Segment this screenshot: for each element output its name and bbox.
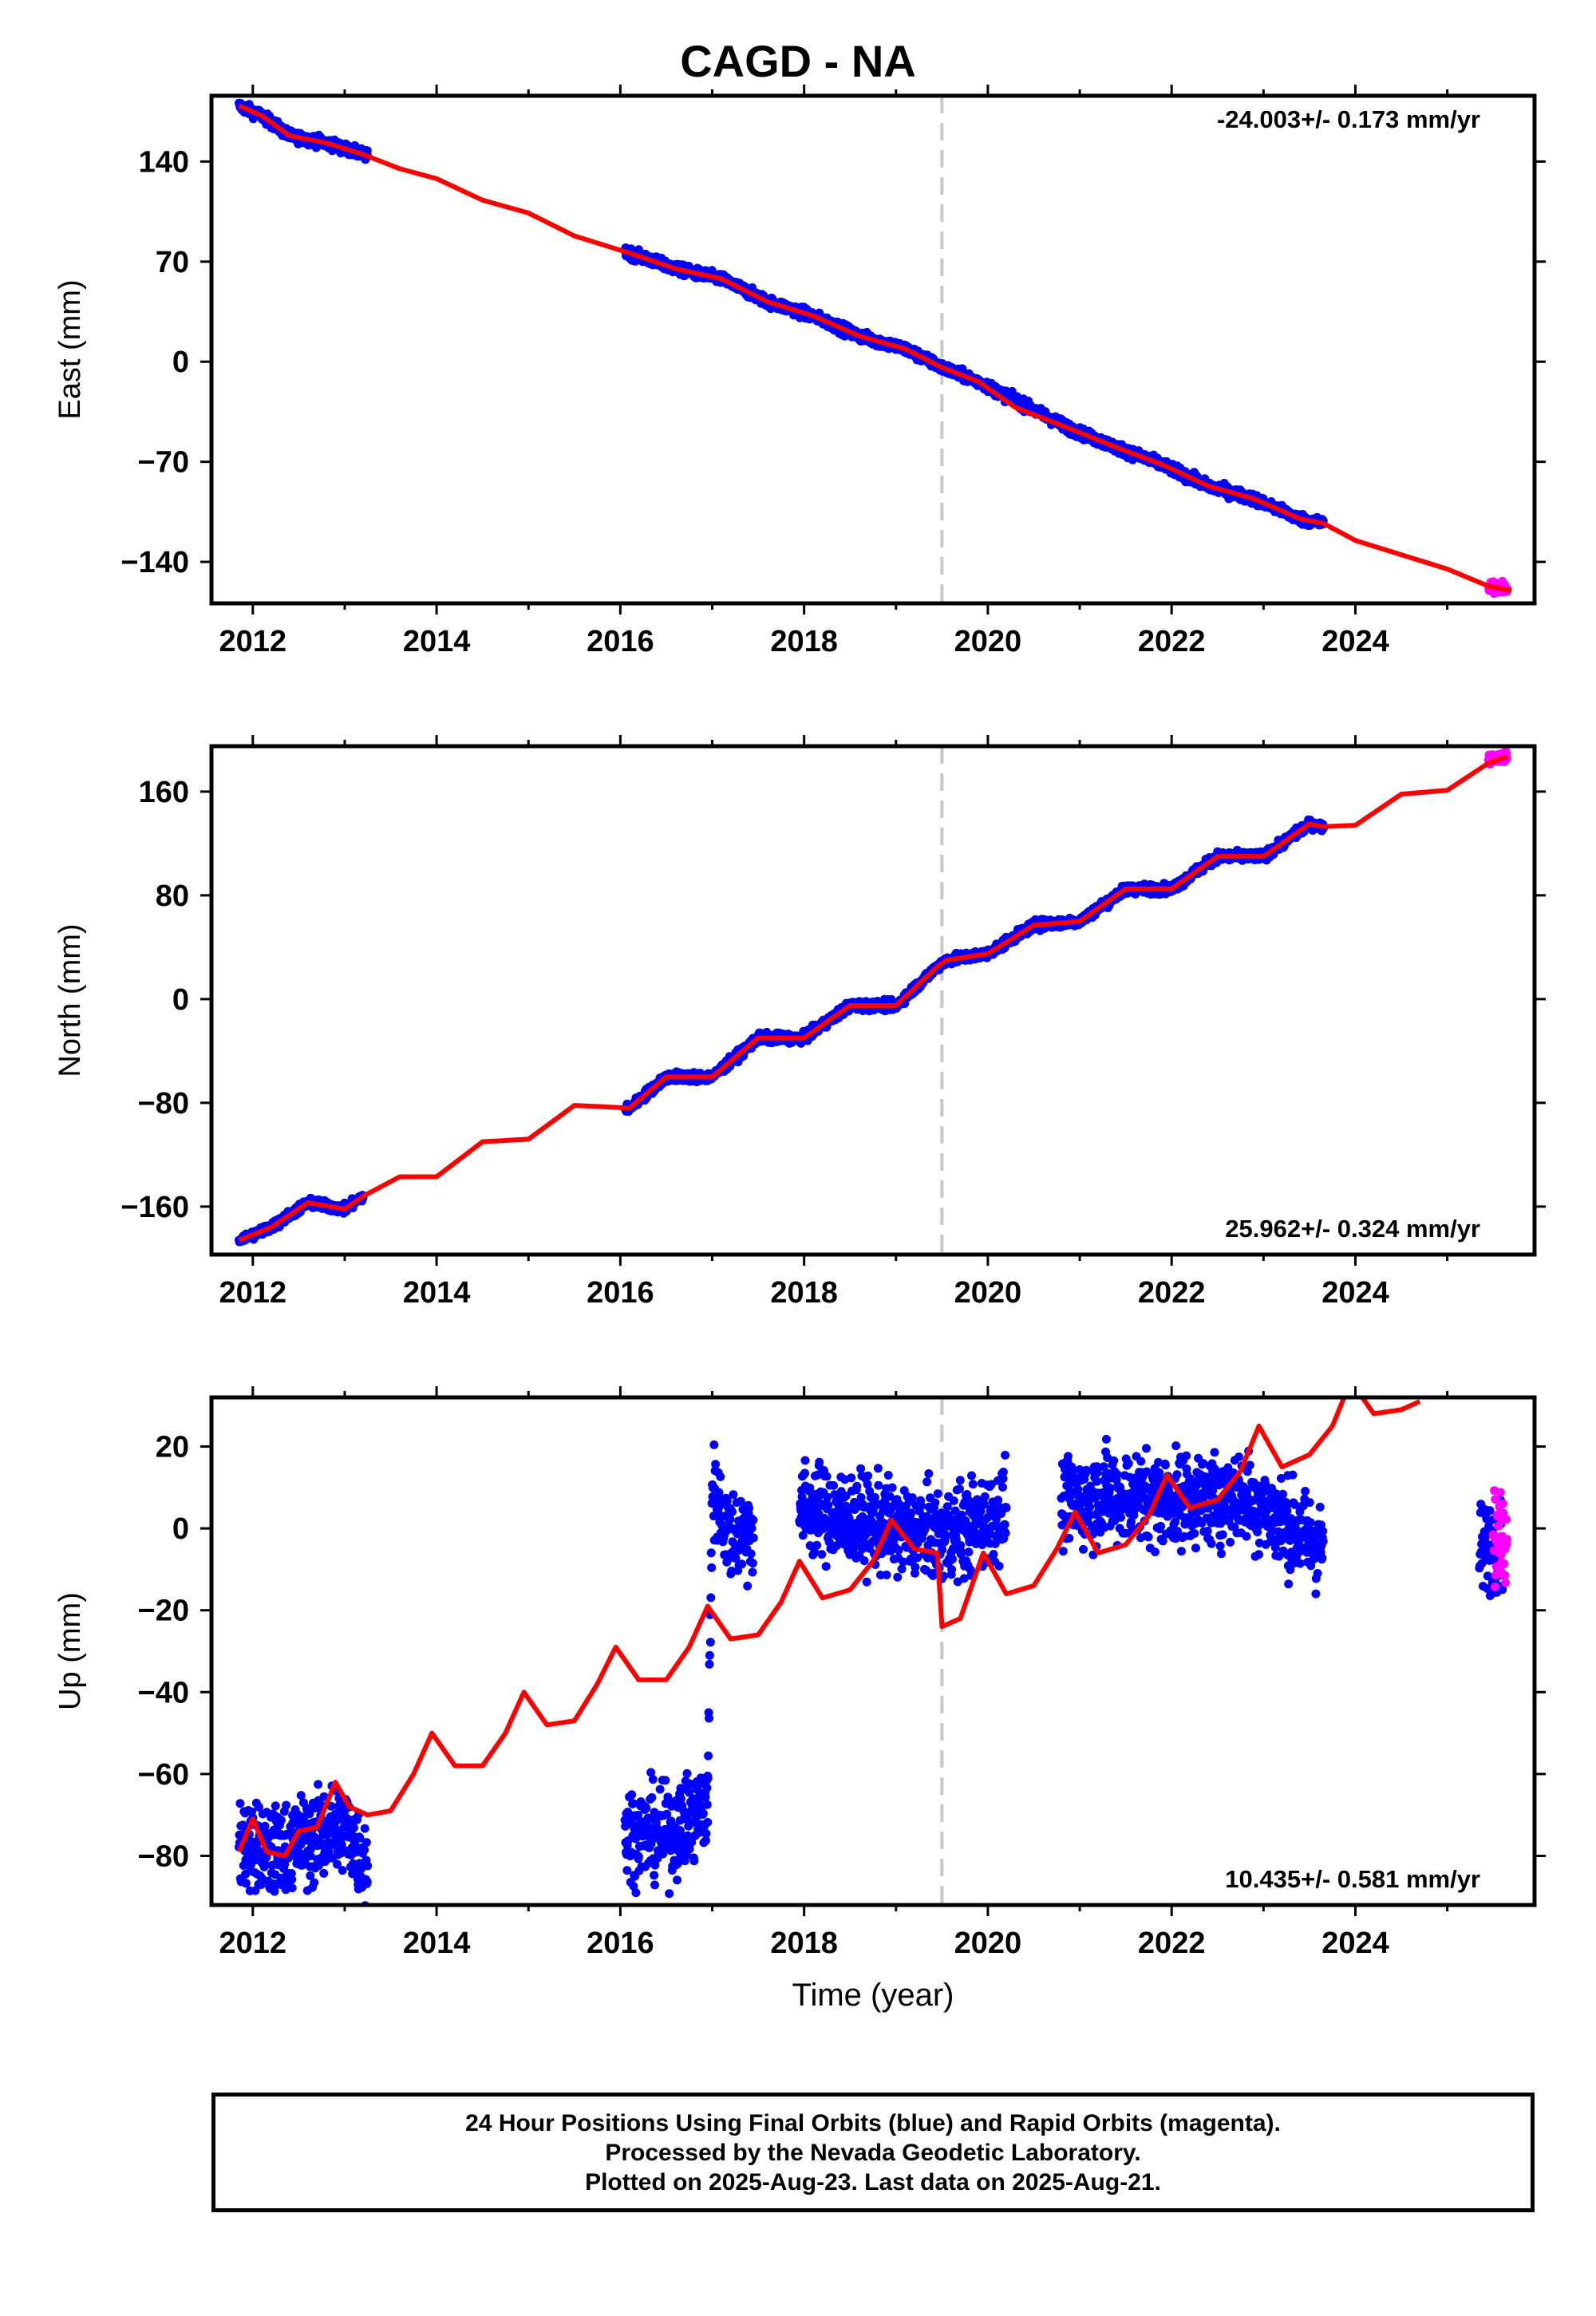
north-x-tick-label: 2018 [770,1276,838,1310]
east-x-tick-label: 2016 [587,625,654,658]
north-y-tick-label: −80 [138,1087,189,1120]
up-point [256,1880,266,1890]
up-point [276,1816,286,1825]
east-y-axis-label: East (mm) [53,279,87,419]
east-rate-label: -24.003+/- 0.173 mm/yr [1217,105,1480,133]
figure-title: CAGD - NA [680,36,916,86]
north-y-tick-label: 160 [139,776,189,809]
up-point [271,1801,280,1811]
up-series-final-orbits [235,1434,1507,1915]
north-rate-label: 25.962+/- 0.324 mm/yr [1225,1215,1480,1243]
north-x-tick-label: 2024 [1321,1276,1389,1310]
east-x-tick-label: 2024 [1321,625,1389,658]
north-x-tick-label: 2016 [587,1276,654,1310]
up-point [287,1875,297,1884]
up-point [254,1802,263,1812]
north-y-tick-label: −160 [120,1191,189,1224]
up-point [260,1821,270,1831]
east-y-tick-label: −140 [120,546,189,579]
up-point [282,1800,291,1810]
up-plot-area [235,1397,1511,1915]
north-x-tick-label: 2020 [954,1276,1022,1310]
up-point [241,1879,251,1888]
east-x-tick-label: 2012 [219,625,287,658]
up-point [296,1791,306,1800]
east-y-tick-label: 0 [172,346,189,379]
east-y-tick-label: 70 [156,246,189,279]
north-frame [209,744,1537,1257]
east-plot-area [235,96,1512,603]
north-y-tick-label: 0 [172,983,189,1017]
north-series-final-orbits [235,815,1328,1247]
east-x-tick-label: 2020 [954,625,1022,658]
east-frame [209,93,1537,606]
north-x-tick-label: 2014 [403,1276,471,1310]
up-point [280,1860,290,1869]
north-x-tick-label: 2012 [219,1276,287,1310]
east-y-tick-label: −70 [138,446,189,480]
up-point [261,1860,271,1870]
north-model-line [238,754,1508,1243]
east-x-tick-label: 2022 [1138,625,1206,658]
north-y-axis-label: North (mm) [53,923,87,1077]
east-x-tick-label: 2014 [403,625,471,658]
up-point [278,1906,286,1915]
east-y-tick-label: 140 [139,145,189,179]
up-point [235,1799,245,1808]
up-point [267,1842,276,1852]
north-y-tick-label: 80 [156,879,189,913]
east-chart: 2012 2014 2016 2018 2020 2022 2024 140 70 0 −70 −14… [53,85,1546,658]
up-point [287,1883,297,1893]
up-point [270,1887,279,1896]
east-x-tick-label: 2018 [770,625,838,658]
north-x-tick-label: 2022 [1138,1276,1206,1310]
north-chart: 2012 2014 2016 2018 2020 2022 2024 160 80 0 −80 −16… [53,735,1546,1310]
east-model-line [238,103,1512,593]
north-plot-area [235,746,1511,1255]
up-chart: 2012 2014 2016 2018 2020 2022 2024200−20−40−60… [53,1386,1546,2013]
up-point [257,1873,267,1883]
